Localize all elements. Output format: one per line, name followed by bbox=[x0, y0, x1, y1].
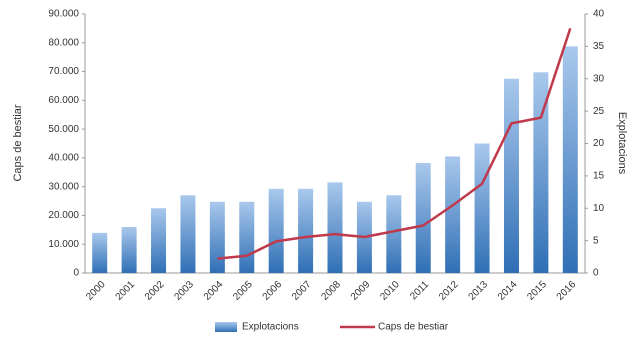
bar bbox=[209, 201, 225, 273]
y-tick-label: 0 bbox=[73, 268, 79, 279]
y2-tick-label: 30 bbox=[593, 73, 605, 84]
x-tick-label: 2005 bbox=[231, 279, 255, 303]
x-tick-label: 2011 bbox=[408, 279, 431, 302]
bar bbox=[180, 195, 196, 273]
x-tick-label: 2012 bbox=[437, 279, 461, 303]
y-tick-label: 50.000 bbox=[48, 124, 79, 135]
bar bbox=[121, 227, 137, 273]
x-tick-label: 2002 bbox=[143, 279, 167, 303]
bar bbox=[415, 162, 431, 273]
x-tick-label: 2014 bbox=[496, 279, 520, 303]
y-tick-label: 60.000 bbox=[48, 95, 79, 106]
legend-label: Explotacions bbox=[242, 322, 299, 333]
x-tick-label: 2010 bbox=[378, 279, 402, 303]
x-tick-label: 2016 bbox=[555, 279, 579, 303]
y2-tick-label: 25 bbox=[593, 106, 605, 117]
y-axis-title: Caps de bestiar bbox=[12, 104, 24, 181]
x-tick-label: 2003 bbox=[172, 279, 196, 303]
x-tick-label: 2004 bbox=[202, 279, 226, 303]
x-tick-label: 2008 bbox=[319, 279, 343, 303]
x-tick-label: 2013 bbox=[467, 279, 491, 303]
y2-tick-label: 5 bbox=[593, 235, 599, 246]
legend-label: Caps de bestiar bbox=[378, 322, 449, 333]
legend-swatch bbox=[215, 322, 237, 332]
bar bbox=[239, 201, 255, 273]
y-tick-label: 30.000 bbox=[48, 181, 79, 192]
y2-tick-label: 10 bbox=[593, 203, 605, 214]
y2-axis-title: Explotacions bbox=[616, 112, 628, 175]
bar bbox=[386, 195, 402, 273]
x-tick-label: 2009 bbox=[349, 279, 373, 303]
bar bbox=[445, 156, 461, 273]
bar bbox=[327, 182, 343, 273]
x-tick-label: 2006 bbox=[261, 279, 285, 303]
line bbox=[217, 27, 572, 260]
bar bbox=[562, 46, 578, 273]
y-tick-label: 40.000 bbox=[48, 153, 79, 164]
y2-tick-label: 40 bbox=[593, 9, 605, 20]
y-tick-label: 20.000 bbox=[48, 210, 79, 221]
bar bbox=[533, 72, 549, 274]
y-tick-label: 70.000 bbox=[48, 66, 79, 77]
y2-tick-label: 20 bbox=[593, 138, 605, 149]
y2-tick-label: 15 bbox=[593, 171, 605, 182]
bar bbox=[474, 143, 490, 273]
y2-tick-label: 0 bbox=[593, 268, 599, 279]
x-tick-label: 2015 bbox=[525, 279, 549, 303]
y-tick-label: 80.000 bbox=[48, 37, 79, 48]
bar bbox=[503, 78, 519, 273]
bar bbox=[151, 208, 167, 273]
bar bbox=[298, 188, 314, 273]
bar bbox=[92, 232, 108, 273]
x-tick-label: 2001 bbox=[114, 279, 138, 303]
y-tick-label: 10.000 bbox=[48, 239, 79, 250]
x-tick-label: 2007 bbox=[290, 279, 314, 303]
x-tick-label: 2000 bbox=[84, 279, 108, 303]
y-tick-label: 90.000 bbox=[48, 9, 79, 20]
bar bbox=[268, 188, 284, 273]
y2-tick-label: 35 bbox=[593, 41, 605, 52]
